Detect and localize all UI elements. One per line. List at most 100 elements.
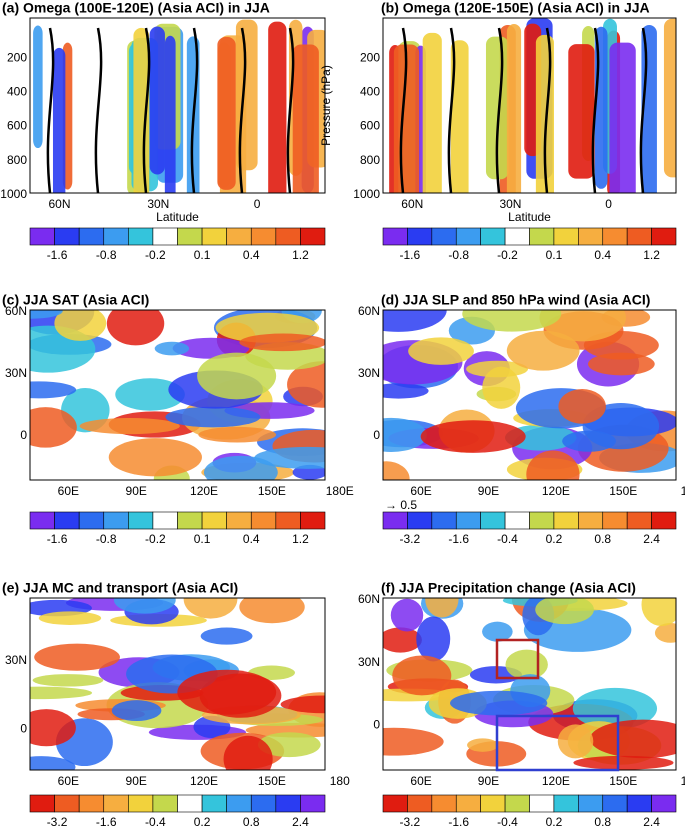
contour-line [142,27,151,193]
contour-band [568,44,595,179]
y-axis-label: Pressure (hPa) [319,65,333,146]
colorbar-segment [504,794,530,813]
colorbar-segment [553,227,579,246]
colorbar-segment [128,511,154,530]
colorbar-segment [602,227,628,246]
contour-blob [154,341,190,356]
colorbar-segment [382,794,408,813]
contour-blob [257,732,321,758]
x-tick-label: 180E [326,484,354,498]
colorbar-segment [626,227,652,246]
x-tick-label: 60N [401,197,423,211]
contour-blob [30,709,76,747]
colorbar-segment [578,227,604,246]
colorbar-segment [201,794,227,813]
contour-blob [280,695,325,714]
y-tick-label: 0 [373,718,380,732]
colorbar-segment [382,511,408,530]
contour-blob [54,310,107,341]
contour-blob [390,598,424,632]
x-tick-label: 30N [499,197,521,211]
colorbar-label: -0.8 [96,248,117,262]
contour-blob [420,420,526,453]
contour-blob [30,381,77,399]
colorbar-segment [431,794,457,813]
contour-blob [108,438,202,477]
region-box [495,714,620,772]
colorbar-label: -1.6 [448,532,469,546]
contour-blob [115,378,185,411]
colorbar-label: 1.2 [292,532,309,546]
colorbar-segment [529,511,555,530]
contour-band [52,47,66,193]
y-tick-label: 800 [7,153,27,167]
contour-blob [111,700,162,721]
contour-blob [416,616,451,662]
contour-blob [254,446,325,469]
colorbar-segment [504,227,530,246]
x-tick-label: 150E [609,484,637,498]
colorbar-segment [226,227,252,246]
plot-frame [29,309,326,481]
panel-title: (e) JJA MC and transport (Asia ACI) [2,580,238,596]
contour-blob [197,352,277,400]
contour-band [506,23,522,193]
colorbar-segment [54,511,80,530]
colorbar-label: -3.2 [47,815,68,829]
colorbar-segment [300,511,326,530]
x-tick-label: 90E [126,484,147,498]
colorbar-label: -3.2 [400,532,421,546]
colorbar-label: -0.2 [145,248,166,262]
colorbar-segment [152,227,178,246]
contour-blob [38,611,102,625]
x-tick-label: 120E [190,774,218,788]
colorbar-label: 2.4 [643,532,660,546]
colorbar-segment [78,794,105,813]
field [383,598,676,770]
contour-line [94,27,103,193]
y-tick-label: 400 [360,85,380,99]
contour-blob [539,310,626,342]
contour-blob [462,310,562,332]
contour-blob [587,352,655,376]
x-tick-label: 30N [147,197,169,211]
colorbar-segment [177,511,203,530]
contour-blob [245,722,325,738]
x-axis-label: Latitude [508,210,551,224]
contour-blob [408,337,474,365]
colorbar-label: 1.2 [292,248,309,262]
y-tick-label: 1000 [353,187,380,201]
colorbar-label: 0.4 [243,532,260,546]
y-tick-label: 30N [358,366,380,380]
contour-line [190,27,199,193]
colorbar-label: 0.1 [194,248,211,262]
colorbar-segment [578,511,604,530]
contour-blob [106,310,165,346]
colorbar-label: -1.6 [96,815,117,829]
colorbar-segment [431,511,457,530]
colorbar-segment [275,227,301,246]
colorbar-segment [54,794,80,813]
colorbar-label: -0.4 [497,815,518,829]
x-tick-label: 90E [126,774,147,788]
contour-line [399,27,408,193]
colorbar-segment [128,227,154,246]
field [383,18,676,193]
contour-blob [467,738,499,752]
contour-band [164,35,176,193]
colorbar-segment [602,511,628,530]
colorbar-label: -3.2 [400,815,421,829]
colorbar-segment [128,794,154,813]
colorbar-segment [29,794,55,813]
colorbar-segment [553,794,579,813]
contour-blob [287,361,325,408]
contour-blob [30,407,77,448]
contour-blob [183,598,238,619]
colorbar-segment [78,511,105,530]
region-box [495,638,540,680]
colorbar-segment [578,794,604,813]
colorbar-segment [626,794,652,813]
contour-blob [450,690,548,716]
colorbar-segment [504,511,530,530]
